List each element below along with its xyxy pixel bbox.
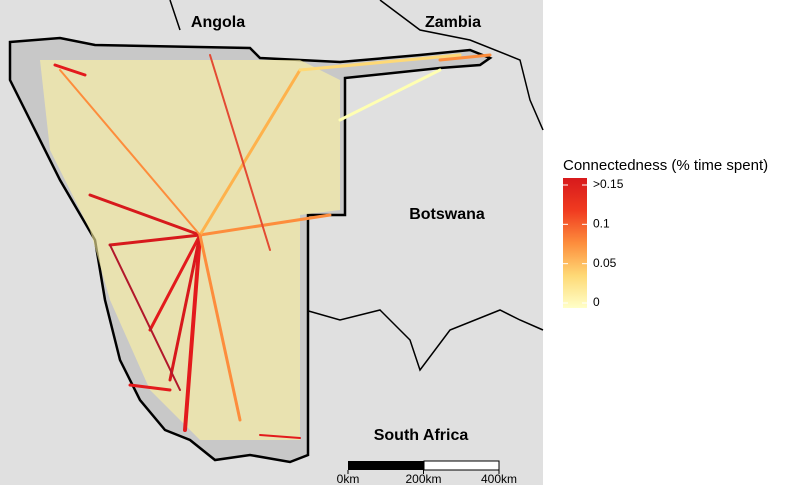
legend-tick-label: 0: [593, 295, 600, 309]
scale-label: 400km: [481, 472, 517, 485]
link: [438, 53, 492, 62]
network-area: [40, 60, 340, 440]
scale-bar-white: [423, 460, 500, 471]
link: [209, 54, 271, 251]
link: [168, 233, 202, 382]
legend-title: Connectedness (% time spent): [563, 157, 768, 174]
legend-colorbar: [563, 178, 587, 308]
scale-bar-black: [348, 461, 424, 470]
link: [128, 383, 172, 392]
country-label: Zambia: [425, 14, 481, 31]
link: [109, 244, 181, 391]
legend-tick-label: 0.05: [593, 256, 617, 270]
link: [88, 193, 202, 237]
scale-label: 200km: [405, 472, 441, 485]
country-label: Angola: [191, 14, 245, 31]
neighbour-borders: [169, 0, 544, 372]
legend-tick-label: >0.15: [593, 177, 624, 191]
link: [59, 69, 201, 236]
link: [148, 233, 202, 332]
link: [198, 213, 332, 237]
link: [198, 68, 302, 237]
link: [198, 233, 242, 422]
network: [53, 53, 492, 439]
dynamic: >0.15 0.1 0.05 0 0km 200km 400km: [337, 177, 624, 485]
country-label: Botswana: [409, 206, 485, 223]
link: [298, 53, 462, 72]
link: [259, 434, 301, 439]
link: [53, 63, 87, 77]
link: [108, 233, 202, 247]
link: [183, 233, 202, 432]
legend-tick-label: 0.1: [593, 217, 610, 231]
scale-label: 0km: [337, 472, 360, 485]
country-label: South Africa: [374, 427, 469, 444]
link: [338, 68, 442, 122]
